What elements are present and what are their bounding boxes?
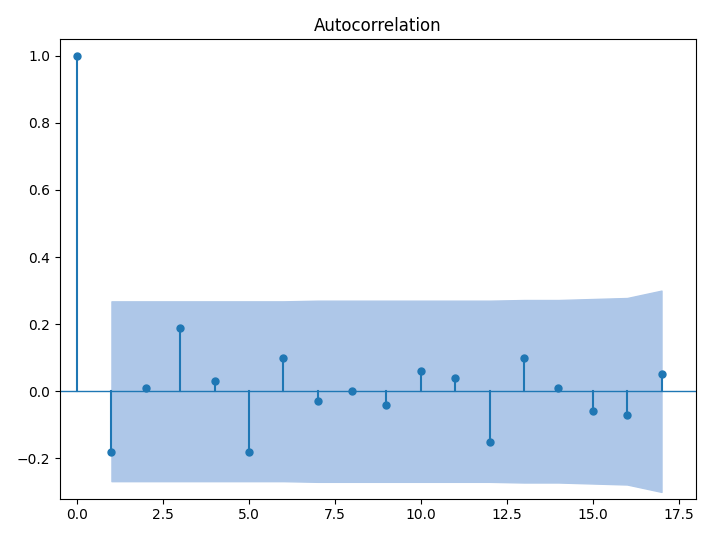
Title: Autocorrelation: Autocorrelation xyxy=(314,17,441,34)
